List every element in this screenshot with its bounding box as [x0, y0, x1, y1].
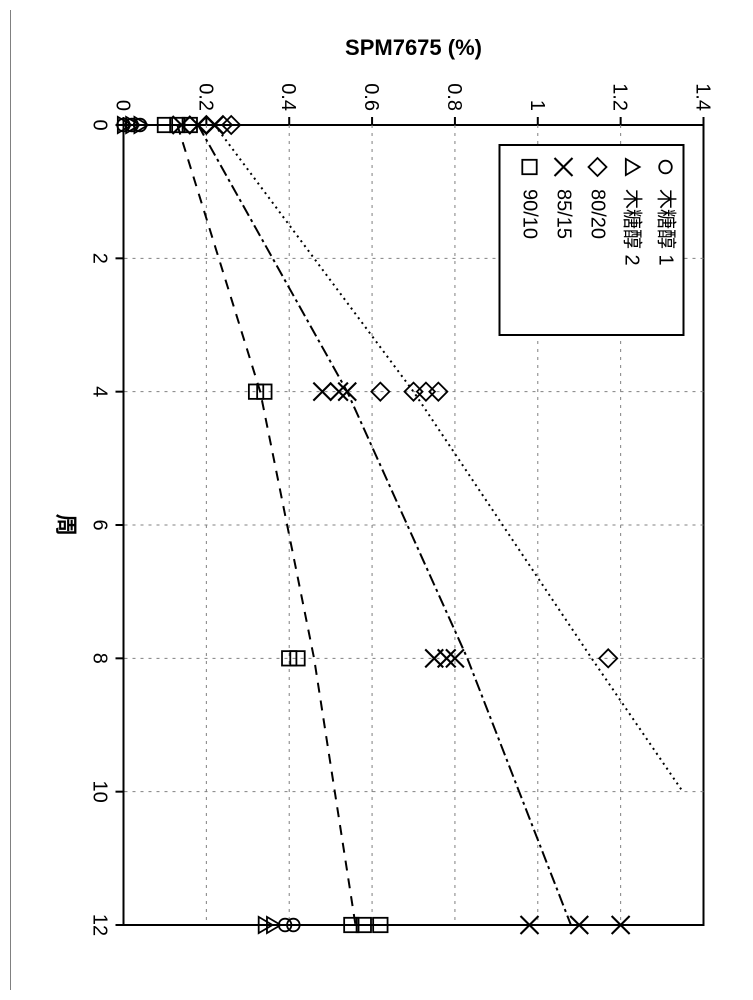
tick-label-x: 4 [88, 386, 110, 397]
legend-label: 80/20 [586, 189, 608, 239]
tick-label-x: 6 [88, 519, 110, 530]
tick-label-y: 0.6 [360, 83, 382, 111]
legend-label: 木糖醇 2 [620, 189, 643, 266]
tick-label-y: 1 [525, 100, 547, 111]
y-axis-label: SPM7675 (%) [345, 35, 482, 60]
legend-label: 木糖醇 1 [654, 189, 677, 266]
x-axis-label: 周 [53, 514, 78, 536]
tick-label-x: 12 [88, 914, 110, 936]
tick-label-y: 0.4 [277, 83, 299, 111]
tick-label-y: 1.2 [608, 83, 630, 111]
chart-svg: 0 2 4 6 8 10 12 0 0.2 0.4 0.6 0.8 1 1.2 1.4 周 SPM7675 (%… [10, 10, 743, 990]
legend-label: 85/15 [552, 189, 574, 239]
outer-frame: 0 2 4 6 8 10 12 0 0.2 0.4 0.6 0.8 1 1.2 1.4 周 SPM7675 (%… [10, 10, 743, 990]
tick-label-y: 0.2 [194, 83, 216, 111]
tick-label-x: 0 [88, 119, 110, 130]
legend-label: 90/10 [518, 189, 540, 239]
rotated-chart-container: 0 2 4 6 8 10 12 0 0.2 0.4 0.6 0.8 1 1.2 1.4 周 SPM7675 (%… [10, 10, 743, 990]
tick-label-x: 8 [88, 653, 110, 664]
tick-label-y: 1.4 [691, 83, 713, 111]
tick-label-x: 2 [88, 253, 110, 264]
tick-label-y: 0.8 [442, 83, 464, 111]
tick-label-y: 0 [111, 100, 133, 111]
tick-label-x: 10 [88, 781, 110, 803]
